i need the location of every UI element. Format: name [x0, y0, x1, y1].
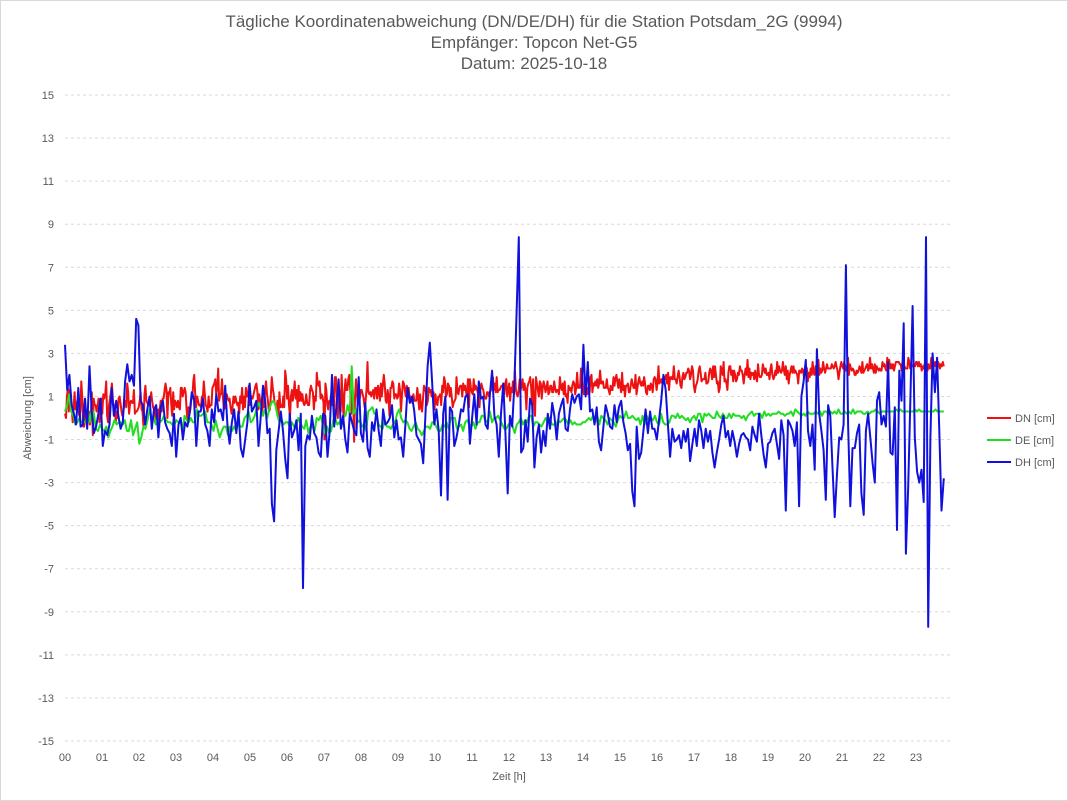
chart-legend: DN [cm] DE [cm] DH [cm]: [987, 413, 1055, 469]
x-tick-label: 15: [614, 752, 626, 764]
x-tick-label: 10: [429, 752, 441, 764]
x-tick-label: 01: [96, 752, 108, 764]
y-tick-label: -3: [44, 478, 54, 490]
y-tick-label: 7: [48, 262, 54, 274]
x-tick-label: 06: [281, 752, 293, 764]
y-tick-label: 15: [42, 90, 54, 102]
x-tick-label: 03: [170, 752, 182, 764]
x-axis-label: Zeit [h]: [492, 771, 526, 783]
chart-subtitle-date: Datum: 2025-10-18: [460, 54, 608, 73]
y-tick-label: -1: [44, 435, 54, 447]
y-tick-label: -9: [44, 607, 54, 619]
x-tick-label: 08: [355, 752, 367, 764]
legend-label: DE [cm]: [1015, 435, 1054, 447]
legend-label: DH [cm]: [1015, 457, 1055, 469]
x-tick-label: 09: [392, 752, 404, 764]
y-axis-label: Abweichung [cm]: [22, 376, 34, 460]
y-tick-label: -7: [44, 564, 54, 576]
x-tick-label: 16: [651, 752, 663, 764]
x-tick-label: 11: [466, 752, 477, 764]
y-tick-label: -11: [39, 650, 54, 662]
x-tick-label: 21: [836, 752, 848, 764]
x-tick-label: 23: [910, 752, 922, 764]
series-line-dh: [64, 236, 945, 628]
y-tick-label: 1: [48, 391, 54, 403]
legend-label: DN [cm]: [1015, 413, 1055, 425]
x-tick-label: 02: [133, 752, 145, 764]
x-tick-label: 05: [244, 752, 256, 764]
x-tick-label: 19: [762, 752, 774, 764]
x-tick-label: 17: [688, 752, 700, 764]
y-tick-label: 9: [48, 219, 54, 231]
y-tick-label: -5: [44, 521, 54, 533]
y-tick-label: -15: [38, 736, 54, 748]
x-axis-ticks: 00 01 02 03 04 05 06 07 08 09 10 11 12 13 14 15 16 17 18 19…: [59, 752, 922, 764]
x-tick-label: 12: [503, 752, 515, 764]
x-tick-label: 00: [59, 752, 71, 764]
y-tick-label: 5: [48, 305, 54, 317]
x-tick-label: 13: [540, 752, 552, 764]
chart-subtitle-receiver: Empfänger: Topcon Net-G5: [430, 33, 638, 52]
x-tick-label: 04: [207, 752, 219, 764]
x-tick-label: 14: [577, 752, 589, 764]
y-tick-label: 13: [42, 133, 54, 145]
x-tick-label: 22: [873, 752, 885, 764]
chart-title: Tägliche Koordinatenabweichung (DN/DE/DH…: [225, 12, 843, 31]
chart-titles: Tägliche Koordinatenabweichung (DN/DE/DH…: [1, 11, 1067, 74]
y-tick-label: 3: [48, 348, 54, 360]
y-tick-label: 11: [43, 176, 54, 188]
y-tick-label: -13: [38, 693, 54, 705]
series-layer: [64, 236, 945, 628]
x-tick-label: 20: [799, 752, 811, 764]
y-axis-ticks: 15 13 11 9 7 5 3 1 -1 -3 -5 -7 -9 -11 -13 -15: [38, 90, 54, 748]
x-tick-label: 07: [318, 752, 330, 764]
x-tick-label: 18: [725, 752, 737, 764]
